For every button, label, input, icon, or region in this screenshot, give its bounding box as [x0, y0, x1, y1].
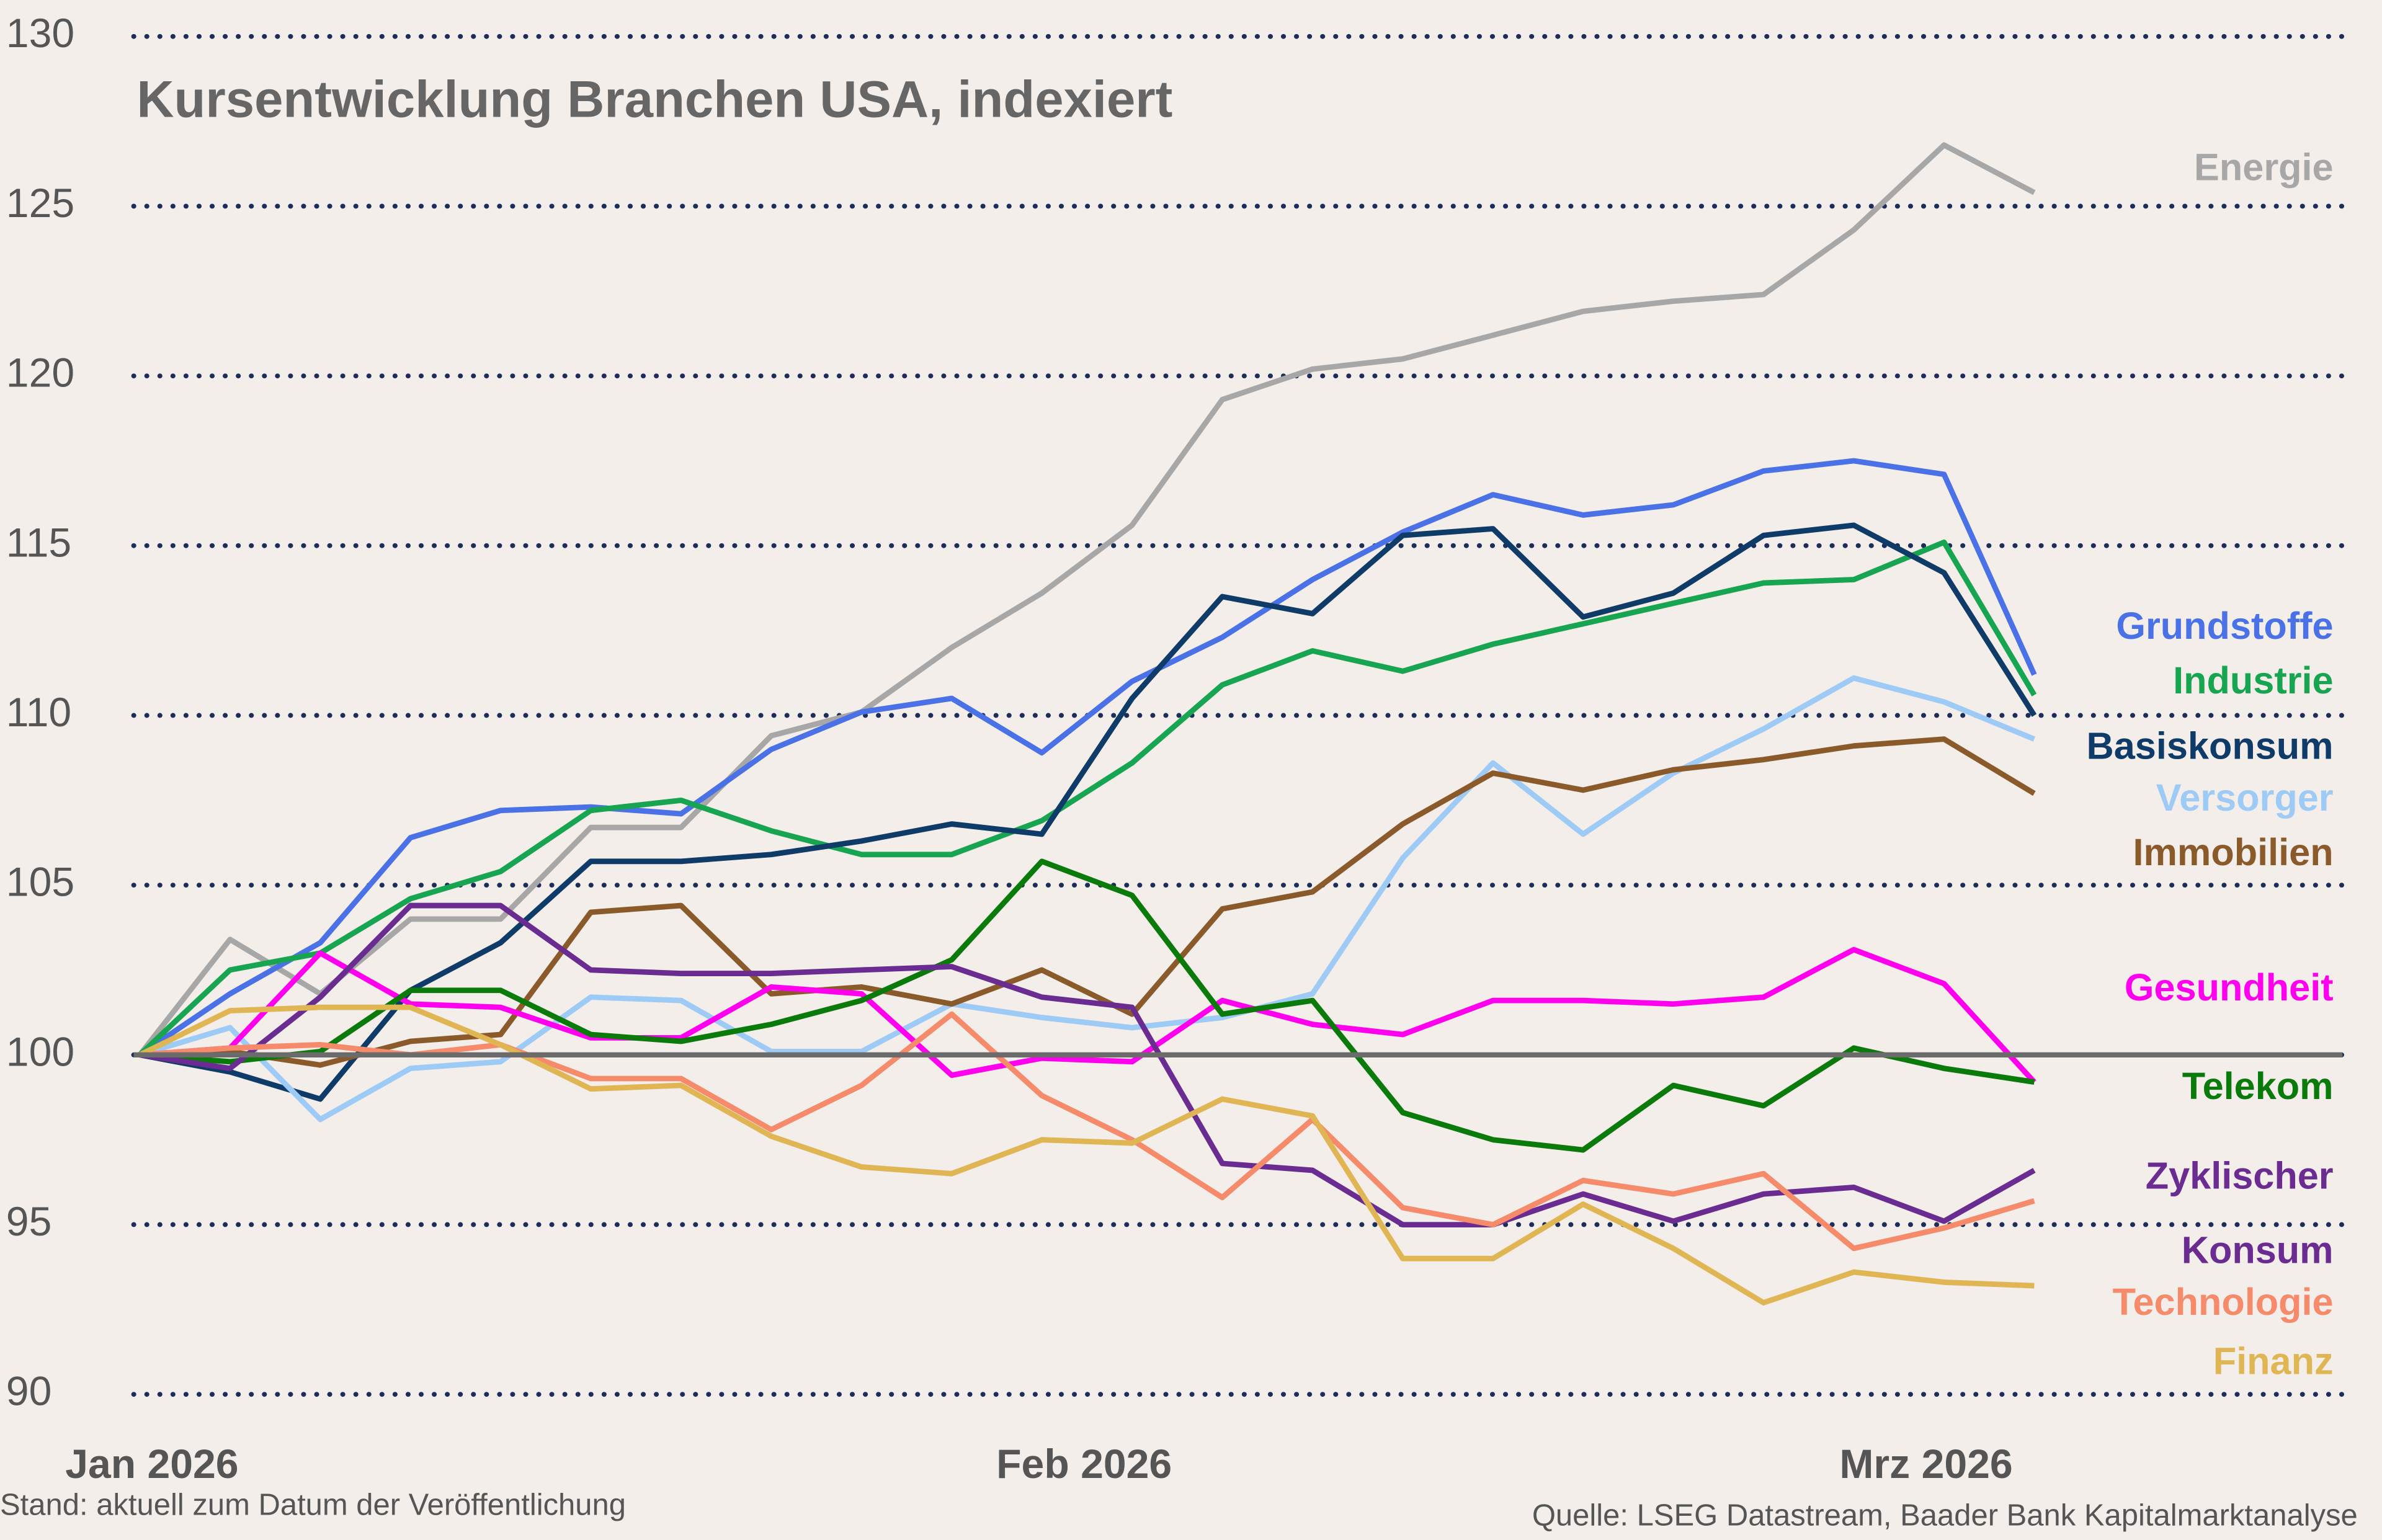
legend-label-line: Konsum	[2182, 1229, 2334, 1271]
note-left: Stand: aktuell zum Datum der Veröffentli…	[0, 1488, 626, 1521]
legend-label: Technologie	[2113, 1281, 2334, 1323]
y-tick-label: 90	[6, 1369, 52, 1415]
series-line	[139, 946, 2036, 1084]
legend-label: Gesundheit	[2125, 966, 2334, 1008]
legend-label: Finanz	[2213, 1340, 2334, 1382]
legend-label: Grundstoffe	[2116, 605, 2333, 647]
series-line	[139, 858, 2035, 1153]
legend-label: Industrie	[2173, 659, 2334, 701]
x-tick-label: Feb 2026	[996, 1441, 1172, 1487]
series-line	[139, 675, 2036, 1123]
y-tick-label: 115	[6, 520, 71, 566]
legend-label: Zyklischer Konsum	[2146, 1155, 2334, 1271]
y-tick-label: 95	[6, 1199, 52, 1245]
series-line	[139, 1011, 2035, 1252]
y-tick-label: 125	[6, 180, 74, 226]
y-tick-label: 105	[6, 860, 74, 906]
note-right: Quelle: LSEG Datastream, Baader Bank Kap…	[1532, 1498, 2358, 1532]
x-tick-label: Mrz 2026	[1839, 1441, 2012, 1487]
legend-label: Basiskonsum	[2087, 725, 2334, 767]
series-line	[138, 458, 2037, 1057]
series-line	[139, 522, 2037, 1102]
series-line	[137, 142, 2036, 1057]
legend-label: Energie	[2194, 146, 2334, 188]
y-tick-label: 130	[6, 11, 74, 56]
chart-title: Kursentwicklung Branchen USA, indexiert	[136, 71, 1172, 128]
series-line	[138, 539, 2037, 1057]
series-line	[139, 902, 2036, 1228]
legend-label-line: Zyklischer	[2146, 1155, 2334, 1197]
series-line	[140, 736, 2036, 1068]
legend-label: Immobilien	[2133, 831, 2333, 873]
series-line	[138, 1004, 2035, 1306]
legend-label: Telekom	[2182, 1065, 2334, 1107]
legend-label: Versorger	[2156, 777, 2334, 819]
y-tick-label: 120	[6, 350, 74, 396]
y-tick-label: 100	[6, 1029, 74, 1075]
x-tick-label: Jan 2026	[65, 1441, 238, 1487]
y-tick-label: 110	[6, 690, 71, 736]
